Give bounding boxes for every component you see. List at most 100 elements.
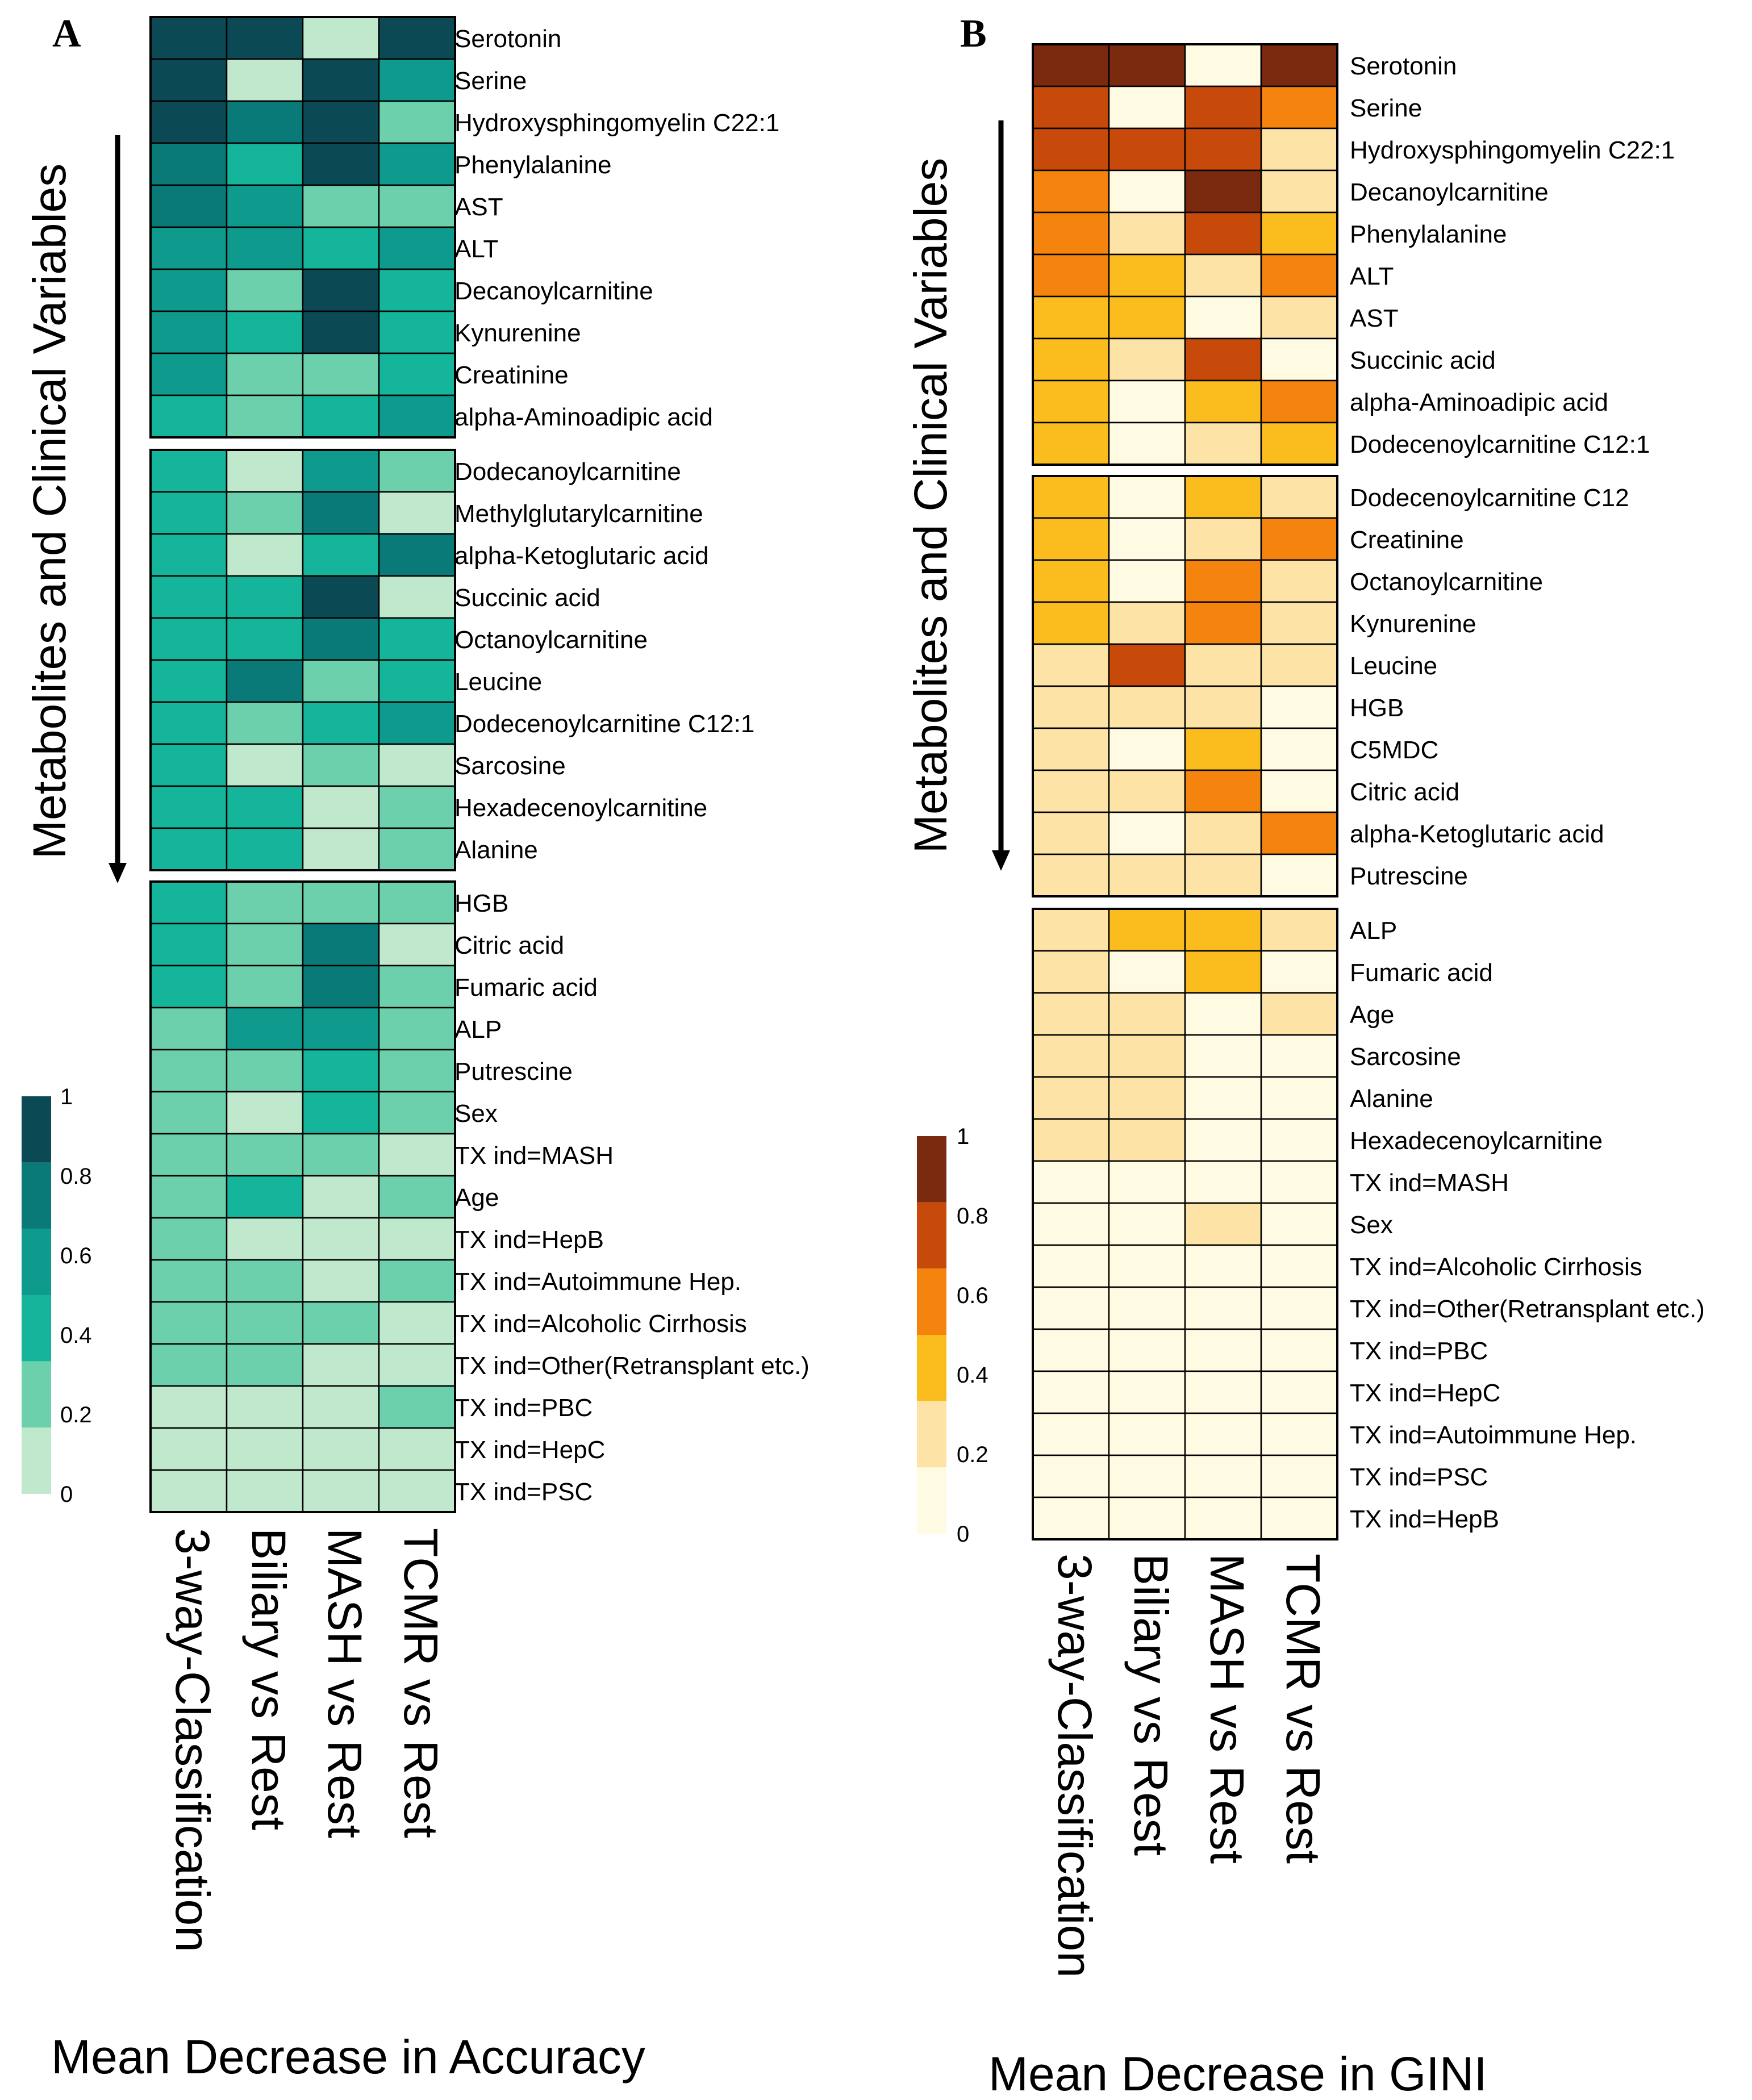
heatmap-cell — [1032, 1202, 1110, 1246]
heatmap-cell — [1184, 1454, 1262, 1498]
heatmap-cell — [1108, 1286, 1186, 1330]
panel-b-group-1: Serotonin Serine Hydroxysphingomyelin C22:… — [1032, 43, 1675, 466]
heatmap-cell — [226, 1049, 304, 1093]
legend-swatch — [917, 1136, 946, 1203]
heatmap-cell — [1032, 1034, 1110, 1078]
heatmap-cell — [1184, 337, 1262, 382]
heatmap-cell — [378, 533, 456, 577]
heatmap-cell — [1260, 853, 1338, 897]
heatmap-cell — [149, 184, 228, 228]
heatmap-cell — [226, 310, 304, 354]
heatmap-cell — [378, 880, 456, 925]
group-frame — [149, 880, 456, 1513]
heatmap-cell — [1260, 85, 1338, 130]
heatmap-cell — [378, 701, 456, 745]
heatmap-cell — [1260, 421, 1338, 466]
heatmap-cell — [1260, 43, 1338, 87]
heatmap-cell — [226, 659, 304, 703]
heatmap-cell — [378, 58, 456, 102]
heatmap-cell — [149, 827, 228, 871]
heatmap-cell — [1032, 853, 1110, 897]
heatmap-cell — [302, 743, 380, 787]
row-label: TX ind=Alcoholic Cirrhosis — [1350, 1253, 1642, 1281]
heatmap-cell — [226, 184, 304, 228]
row-label: Hydroxysphingomyelin C22:1 — [454, 109, 779, 137]
row-label: alpha-Aminoadipic acid — [1350, 389, 1608, 416]
heatmap-cell — [1032, 253, 1110, 298]
heatmap-cell — [302, 449, 380, 493]
heatmap-cell — [378, 785, 456, 829]
heatmap-cell — [302, 100, 380, 144]
heatmap-cell — [149, 1007, 228, 1051]
heatmap-cell — [1184, 908, 1262, 952]
heatmap-cell — [378, 100, 456, 144]
heatmap-cell — [1108, 295, 1186, 340]
heatmap-cell — [1108, 1454, 1186, 1498]
heatmap-cell — [226, 827, 304, 871]
row-label: Sex — [1350, 1211, 1393, 1239]
heatmap-cell — [1260, 1370, 1338, 1414]
heatmap-cell — [1184, 1202, 1262, 1246]
heatmap-cell — [1260, 1160, 1338, 1204]
legend-tick-label: 0.2 — [957, 1442, 988, 1467]
heatmap-cell — [149, 1259, 228, 1303]
heatmap-cell — [1032, 559, 1110, 603]
heatmap-cell — [378, 659, 456, 703]
heatmap-cell — [1260, 169, 1338, 214]
heatmap-cell — [1184, 1076, 1262, 1120]
heatmap-cell — [226, 226, 304, 270]
row-label: Age — [454, 1184, 499, 1212]
heatmap-cell — [302, 1259, 380, 1303]
row-label: Dodecenoylcarnitine C12:1 — [1350, 431, 1650, 458]
heatmap-cell — [1032, 1244, 1110, 1288]
heatmap-cell — [1184, 992, 1262, 1036]
row-label: Octanoylcarnitine — [1350, 568, 1543, 596]
heatmap-cell — [1108, 1160, 1186, 1204]
heatmap-cell — [1260, 1034, 1338, 1078]
heatmap-cell — [1108, 769, 1186, 813]
row-label: Sarcosine — [454, 752, 566, 780]
heatmap-cell — [149, 659, 228, 703]
heatmap-cell — [1032, 769, 1110, 813]
heatmap-cell — [226, 1133, 304, 1177]
row-label: Sarcosine — [1350, 1043, 1461, 1071]
heatmap-cell — [149, 394, 228, 439]
panel-b-title: Mean Decrease in GINI — [988, 2047, 1487, 2100]
heatmap-cell — [302, 1301, 380, 1345]
heatmap-cell — [1108, 85, 1186, 130]
heatmap-cell — [1184, 727, 1262, 771]
heatmap-cell — [378, 575, 456, 619]
heatmap-cell — [302, 58, 380, 102]
heatmap-cell — [226, 100, 304, 144]
heatmap-cell — [149, 1133, 228, 1177]
heatmap-cell — [378, 1007, 456, 1051]
heatmap-cell — [1032, 727, 1110, 771]
heatmap-cell — [226, 785, 304, 829]
row-label: Decanoylcarnitine — [1350, 178, 1549, 206]
heatmap-cell — [302, 394, 380, 439]
heatmap-cell — [226, 1343, 304, 1387]
row-label: Dodecenoylcarnitine C12 — [1350, 484, 1629, 512]
group-frame — [1032, 475, 1338, 897]
row-label: TX ind=HepB — [1350, 1505, 1499, 1533]
heatmap-cell — [1108, 1034, 1186, 1078]
row-label: Citric acid — [1350, 778, 1459, 806]
row-label: TX ind=Alcoholic Cirrhosis — [454, 1310, 747, 1338]
row-label: Kynurenine — [1350, 610, 1476, 638]
heatmap-cell — [149, 1301, 228, 1345]
heatmap-cell — [1032, 643, 1110, 687]
heatmap-cell — [1108, 1076, 1186, 1120]
heatmap-cell — [378, 1343, 456, 1387]
heatmap-cell — [302, 142, 380, 186]
heatmap-cell — [302, 785, 380, 829]
row-label: Kynurenine — [454, 319, 581, 347]
panel-a-letter: A — [52, 12, 81, 56]
heatmap-cell — [149, 1091, 228, 1135]
heatmap-cell — [378, 310, 456, 354]
heatmap-cell — [378, 1301, 456, 1345]
heatmap-cell — [1108, 211, 1186, 256]
heatmap-cell — [1184, 517, 1262, 561]
heatmap-cell — [1032, 1496, 1110, 1540]
heatmap-cell — [149, 1343, 228, 1387]
heatmap-cell — [226, 1427, 304, 1471]
